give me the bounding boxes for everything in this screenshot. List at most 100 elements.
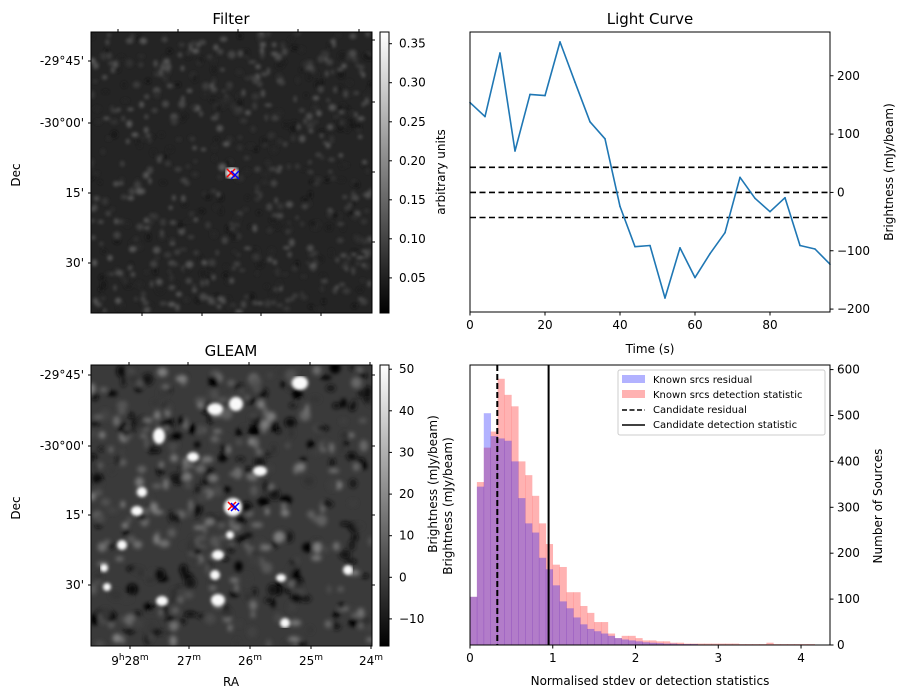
- noise-speckle: [183, 296, 189, 303]
- noise-speckle: [237, 99, 243, 107]
- noise-speckle: [163, 478, 169, 490]
- noise-speckle: [212, 429, 222, 434]
- noise-speckle: [369, 244, 372, 249]
- noise-speckle: [252, 587, 257, 597]
- noise-speckle: [198, 209, 206, 214]
- noise-speckle: [126, 517, 132, 523]
- noise-speckle: [109, 589, 122, 600]
- ra-unit: h: [119, 653, 125, 663]
- noise-speckle: [232, 250, 237, 254]
- histogram-xtick-label: 3: [714, 651, 722, 665]
- noise-speckle: [357, 622, 364, 630]
- noise-speckle: [130, 584, 135, 595]
- noise-speckle: [328, 170, 333, 174]
- noise-speckle: [320, 545, 330, 554]
- noise-speckle: [150, 502, 158, 512]
- noise-speckle: [227, 379, 236, 387]
- legend-swatch-detection: [622, 390, 645, 398]
- residual-histogram-bar: [476, 486, 485, 645]
- noise-speckle: [121, 116, 125, 122]
- noise-speckle: [178, 100, 186, 108]
- noise-speckle: [273, 613, 283, 624]
- legend-label-candidate-residual: Candidate residual: [653, 405, 747, 416]
- noise-speckle: [210, 115, 219, 121]
- noise-speckle: [222, 486, 231, 493]
- noise-speckle: [156, 466, 164, 476]
- noise-speckle: [240, 501, 253, 513]
- noise-speckle: [244, 76, 252, 81]
- noise-speckle: [235, 515, 247, 524]
- gleam-colorbar-tick-label: 0: [399, 570, 407, 584]
- noise-speckle: [261, 428, 267, 434]
- noise-speckle: [347, 263, 351, 272]
- noise-speckle: [202, 191, 207, 197]
- histogram-xtick-label: 1: [549, 651, 557, 665]
- noise-speckle: [275, 222, 280, 231]
- detection-histogram-bar: [676, 642, 684, 645]
- noise-speckle: [332, 402, 341, 409]
- noise-speckle: [274, 54, 282, 61]
- noise-speckle: [126, 367, 136, 375]
- noise-speckle: [195, 465, 206, 473]
- noise-speckle: [283, 306, 291, 312]
- noise-speckle: [225, 225, 230, 232]
- noise-speckle: [335, 285, 339, 290]
- noise-speckle: [97, 462, 104, 469]
- noise-speckle: [168, 510, 174, 523]
- detection-histogram-bar: [656, 641, 664, 645]
- noise-speckle: [299, 68, 304, 72]
- noise-speckle: [321, 501, 334, 508]
- light-curve-point: [724, 231, 726, 234]
- light-curve-point: [499, 52, 501, 54]
- noise-speckle: [234, 539, 239, 544]
- light-curve-series: [469, 41, 831, 299]
- gleam-colorbar-tick-label: 40: [399, 404, 414, 418]
- noise-speckle: [204, 518, 215, 526]
- detection-histogram-bar: [476, 482, 485, 645]
- noise-speckle: [238, 135, 242, 140]
- light-curve-point: [514, 150, 516, 152]
- noise-speckle: [184, 611, 197, 617]
- noise-speckle: [117, 55, 125, 61]
- noise-speckle: [275, 109, 283, 118]
- noise-speckle: [171, 432, 183, 440]
- noise-speckle: [235, 69, 243, 75]
- noise-speckle: [313, 70, 319, 77]
- red-cross-marker: [227, 501, 237, 511]
- noise-speckle: [331, 175, 336, 181]
- noise-speckle: [337, 71, 345, 79]
- noise-speckle: [146, 577, 155, 583]
- noise-speckle: [268, 132, 276, 139]
- noise-speckle: [217, 175, 223, 180]
- noise-speckle: [146, 233, 151, 241]
- detection-histogram-bar: [711, 643, 719, 645]
- noise-speckle: [175, 304, 180, 311]
- noise-speckle: [145, 78, 151, 84]
- noise-speckle: [227, 305, 236, 310]
- noise-speckle: [270, 179, 278, 187]
- noise-speckle: [367, 236, 372, 243]
- noise-speckle: [101, 148, 105, 155]
- noise-speckle: [191, 104, 197, 110]
- noise-speckle: [162, 75, 168, 82]
- noise-speckle: [281, 502, 287, 510]
- noise-speckle: [237, 50, 243, 58]
- noise-speckle: [288, 428, 294, 438]
- residual-histogram-bar: [490, 436, 498, 645]
- noise-speckle: [91, 34, 95, 40]
- noise-speckle: [300, 167, 306, 171]
- detection-histogram-bar: [587, 612, 595, 645]
- radio-source: [131, 506, 143, 516]
- noise-speckle: [268, 247, 275, 256]
- noise-speckle: [345, 559, 357, 564]
- noise-speckle: [135, 477, 144, 488]
- detection-histogram-bar: [600, 622, 609, 645]
- detection-histogram-bar: [718, 643, 726, 645]
- noise-speckle: [168, 285, 175, 291]
- noise-speckle: [227, 545, 235, 553]
- noise-speckle: [254, 166, 261, 173]
- noise-speckle: [264, 299, 272, 308]
- detection-histogram-bar: [663, 641, 671, 645]
- noise-speckle: [123, 528, 129, 536]
- gleam-ylabel: Dec: [9, 496, 23, 519]
